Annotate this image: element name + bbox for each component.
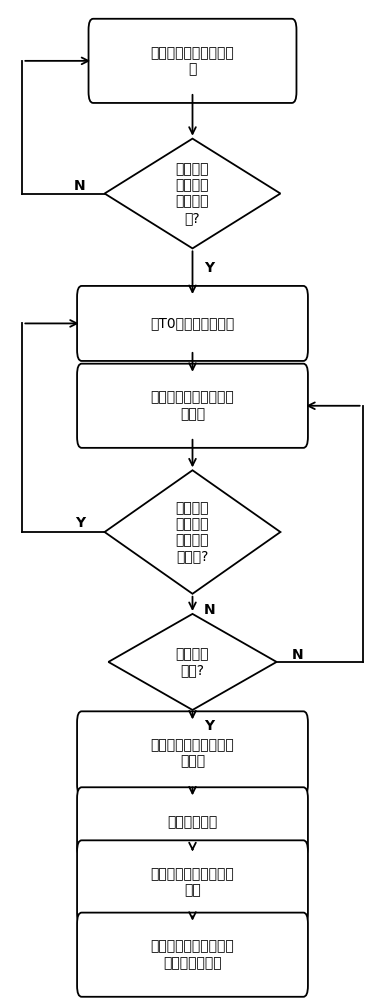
Text: N: N — [204, 603, 216, 617]
Text: 以T0为时长开始计时: 以T0为时长开始计时 — [151, 316, 234, 330]
Text: N: N — [74, 179, 85, 193]
Text: 陀螺仪的
角运动幅
度超出阈
值?: 陀螺仪的 角运动幅 度超出阈 值? — [176, 162, 209, 225]
Text: Y: Y — [75, 516, 85, 530]
FancyBboxPatch shape — [77, 364, 308, 448]
FancyBboxPatch shape — [77, 711, 308, 796]
Text: 所述计时
结束?: 所述计时 结束? — [176, 647, 209, 677]
Text: 读取定位信息: 读取定位信息 — [167, 815, 218, 829]
FancyBboxPatch shape — [77, 787, 308, 857]
Text: 将定位信息上送至监控
后台: 将定位信息上送至监控 后台 — [151, 867, 234, 898]
Text: 无线通信模块和定位模
块进入休眠状态: 无线通信模块和定位模 块进入休眠状态 — [151, 940, 234, 970]
Polygon shape — [109, 614, 276, 710]
Text: 获取陀螺仪的角运动幅
度: 获取陀螺仪的角运动幅 度 — [151, 46, 234, 76]
Text: Y: Y — [204, 719, 214, 733]
FancyBboxPatch shape — [77, 840, 308, 925]
Text: Y: Y — [204, 261, 214, 275]
Polygon shape — [105, 470, 280, 594]
Text: N: N — [292, 648, 303, 662]
Text: 当前陀螺
仪的角运
动幅度超
出阈值?: 当前陀螺 仪的角运 动幅度超 出阈值? — [176, 501, 209, 563]
Polygon shape — [105, 139, 280, 248]
FancyBboxPatch shape — [89, 19, 296, 103]
FancyBboxPatch shape — [77, 913, 308, 997]
Text: 唤醒定位模块和无线通
信模块: 唤醒定位模块和无线通 信模块 — [151, 738, 234, 769]
FancyBboxPatch shape — [77, 286, 308, 361]
Text: 获取当前陀螺仪的角运
动幅度: 获取当前陀螺仪的角运 动幅度 — [151, 391, 234, 421]
